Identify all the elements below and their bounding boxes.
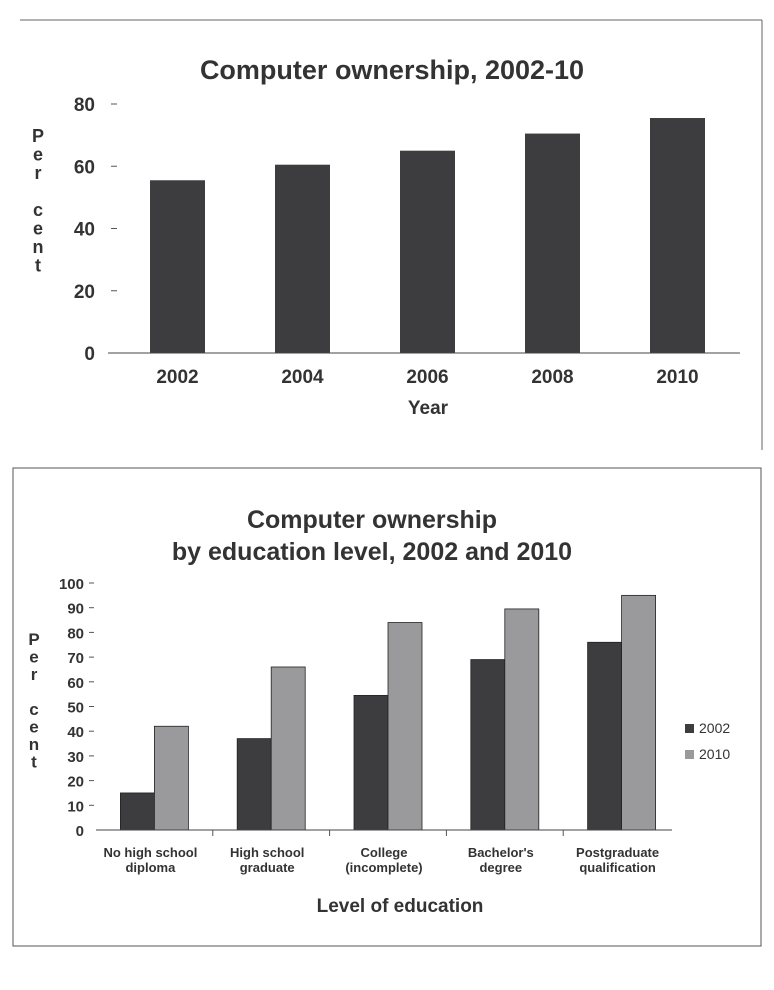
chart1-y-tick-label: 20 <box>74 282 95 303</box>
chart1-x-axis-label: Year <box>408 398 449 419</box>
chart1-ylabel-char-5: n <box>33 237 44 257</box>
chart2-x-tick-label: High school <box>230 845 304 860</box>
chart2-y-tick-label: 50 <box>67 700 84 717</box>
legend-label-2010: 2010 <box>699 746 730 762</box>
chart2-title-line2: by education level, 2002 and 2010 <box>172 538 572 566</box>
chart1-x-tick-label: 2008 <box>531 367 573 388</box>
chart1-bars <box>150 118 705 353</box>
chart2-x-tick-label: graduate <box>240 860 295 875</box>
chart2-bar-2002-4 <box>587 641 622 831</box>
chart2-y-tick-label: 60 <box>67 675 84 692</box>
chart1-ylabel-char-1: e <box>33 145 43 165</box>
legend-label-2002: 2002 <box>699 720 730 736</box>
chart2-x-axis-label: Level of education <box>317 896 484 917</box>
chart2-y-tick-label: 100 <box>59 576 84 593</box>
legend-swatch-2002 <box>685 724 694 733</box>
chart1-y-tick-label: 40 <box>74 220 95 241</box>
chart1-ylabel-char-2: r <box>34 163 41 183</box>
education-ownership-chart: Computer ownership by education level, 2… <box>12 467 762 947</box>
chart2-ylabel-char-4: e <box>29 718 38 737</box>
chart2-x-tick-label: qualification <box>579 860 656 875</box>
chart1-y-tick-label: 0 <box>84 344 95 365</box>
chart1-y-tick-label: 80 <box>74 95 95 116</box>
chart2-y-tick-label: 30 <box>67 749 84 766</box>
chart1-bar-2010 <box>650 118 705 353</box>
chart2-bar-2002-1 <box>236 738 272 831</box>
chart2-bar-2010-0 <box>153 725 189 831</box>
chart1-ylabel-char-4: e <box>33 219 43 239</box>
chart1-title: Computer ownership, 2002-10 <box>200 55 584 85</box>
chart1-x-tick-label: 2006 <box>406 367 448 388</box>
chart2-bar-2002-3 <box>470 659 506 831</box>
chart1-x-ticks: 2002 2004 2006 2008 2010 <box>156 367 698 388</box>
chart2-x-tick-label: degree <box>479 860 522 875</box>
chart1-bar-2004 <box>275 164 330 353</box>
chart2-y-tick-label: 80 <box>67 625 84 642</box>
chart2-x-tick-label: diploma <box>125 860 176 875</box>
chart2-title-line1: Computer ownership <box>247 506 497 534</box>
chart2-bar-2002-2 <box>353 694 389 831</box>
chart1-x-tick-label: 2004 <box>281 367 324 388</box>
chart2-x-tick-label: No high school <box>103 845 197 860</box>
chart2-frame <box>12 467 762 947</box>
chart1-ylabel-char-3: c <box>33 200 43 220</box>
chart2-x-tick-label: Postgraduate <box>576 845 659 860</box>
chart2-y-ticks: 0 10 20 30 40 50 60 70 80 90 100 <box>59 576 94 840</box>
chart2-ylabel-char-2: r <box>31 665 38 684</box>
chart2-y-tick-label: 40 <box>67 724 84 741</box>
chart2-bar-2010-2 <box>387 622 423 831</box>
chart2-y-tick-label: 70 <box>67 650 84 667</box>
chart2-bars <box>120 594 656 831</box>
chart2-bar-2010-1 <box>270 666 306 831</box>
chart1-bar-2002 <box>150 180 205 353</box>
chart2-y-tick-label: 10 <box>67 798 84 815</box>
chart2-y-tick-label: 20 <box>67 774 84 791</box>
chart1-y-ticks: 0 20 40 60 80 <box>74 95 117 365</box>
chart2-y-tick-label: 0 <box>76 823 84 840</box>
chart2-x-tick-label: Bachelor's <box>468 845 534 860</box>
chart1-ylabel-char-6: t <box>35 256 41 276</box>
chart2-y-tick-label: 90 <box>67 601 84 618</box>
chart2-ylabel-char-6: t <box>31 753 37 772</box>
chart2-ylabel-char-3: c <box>29 700 38 719</box>
chart1-y-tick-label: 60 <box>74 157 95 178</box>
chart2-bar-2010-4 <box>621 594 656 831</box>
legend-swatch-2010 <box>685 750 694 759</box>
chart1-bar-2006 <box>400 150 455 353</box>
chart1-ylabel-char-0: P <box>32 126 44 146</box>
chart2-ylabel-char-1: e <box>29 648 38 667</box>
chart2-ylabel-char-5: n <box>29 735 39 754</box>
chart1-bar-2008 <box>525 133 580 353</box>
chart2-bar-2002-0 <box>120 792 155 831</box>
chart2-bar-2010-3 <box>504 608 540 831</box>
chart2-legend: 2002 2010 <box>685 720 730 762</box>
chart2-ylabel-char-0: P <box>28 630 39 649</box>
chart2-x-tick-label: College <box>361 845 408 860</box>
chart1-x-tick-label: 2002 <box>156 367 198 388</box>
chart1-x-tick-label: 2010 <box>656 367 698 388</box>
chart2-x-tick-label: (incomplete) <box>345 860 422 875</box>
